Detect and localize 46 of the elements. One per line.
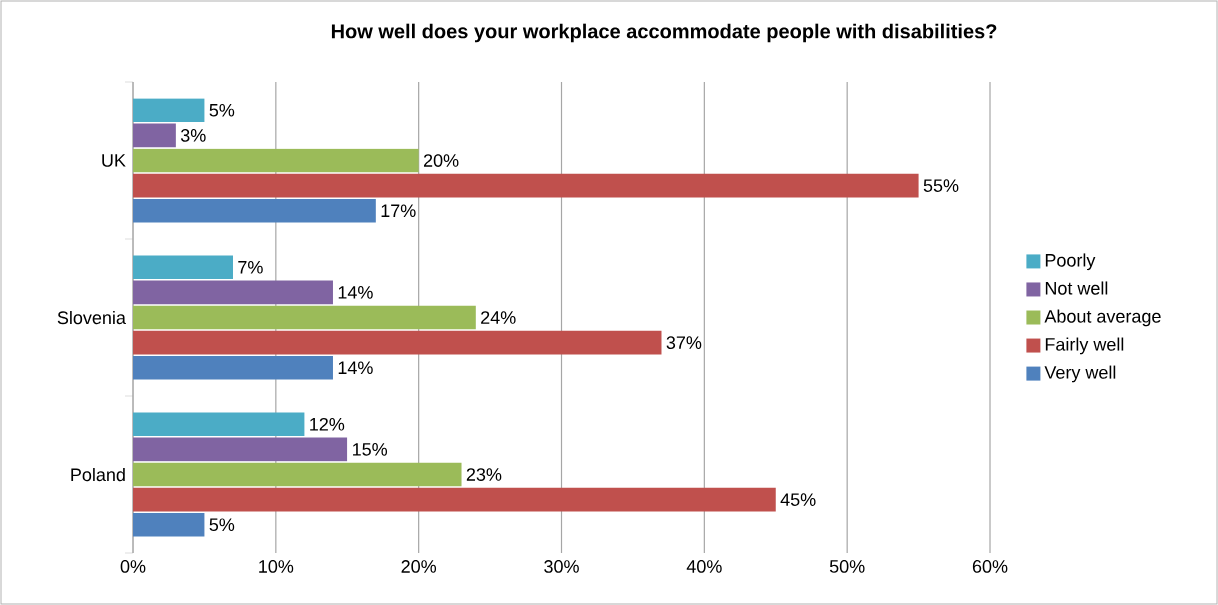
data-label: 23% — [466, 468, 502, 481]
y-tick-label: Poland — [71, 467, 125, 482]
legend-label: Poorly — [1045, 253, 1096, 271]
bar — [133, 412, 305, 437]
legend-label: Not well — [1045, 281, 1108, 295]
x-tick-label: 10% — [259, 560, 294, 573]
bar — [133, 355, 333, 380]
data-label: 12% — [310, 417, 345, 431]
data-label: 5% — [209, 518, 235, 532]
data-label: 3% — [180, 129, 206, 142]
bar — [133, 123, 176, 148]
bar — [133, 330, 662, 355]
bar — [133, 98, 205, 123]
data-label: 17% — [381, 204, 416, 218]
legend-label: About average — [1044, 309, 1161, 327]
bar — [133, 148, 419, 173]
legend-label: Very well — [1044, 365, 1116, 383]
bar — [133, 198, 376, 223]
bar — [133, 255, 233, 280]
data-label: 15% — [353, 443, 388, 456]
data-label: 5% — [209, 103, 235, 117]
data-label: 45% — [780, 493, 816, 506]
data-label: 55% — [923, 179, 959, 192]
bar — [133, 305, 476, 330]
bar — [133, 487, 776, 512]
data-label: 20% — [423, 154, 459, 167]
bar — [133, 462, 462, 487]
data-label: 7% — [238, 260, 263, 274]
y-tick-label: Slovenia — [57, 310, 126, 325]
bar — [133, 280, 333, 305]
x-tick-label: 0% — [120, 560, 146, 573]
x-tick-label: 30% — [544, 560, 579, 573]
x-tick-label: 50% — [829, 560, 865, 573]
data-label: 37% — [666, 336, 702, 350]
bar — [133, 437, 348, 462]
legend-label: Fairly well — [1045, 337, 1124, 355]
data-label: 14% — [338, 361, 373, 375]
data-label: 14% — [338, 286, 373, 299]
x-tick-label: 60% — [972, 560, 1008, 573]
chart-title: How well does your workplace accommodate people with disabilities? — [331, 23, 997, 43]
y-tick-label: UK — [102, 154, 126, 167]
bar — [133, 173, 919, 198]
data-label: 24% — [481, 311, 516, 324]
x-tick-label: 20% — [401, 560, 437, 573]
bar — [133, 512, 205, 537]
x-tick-label: 40% — [686, 560, 722, 573]
